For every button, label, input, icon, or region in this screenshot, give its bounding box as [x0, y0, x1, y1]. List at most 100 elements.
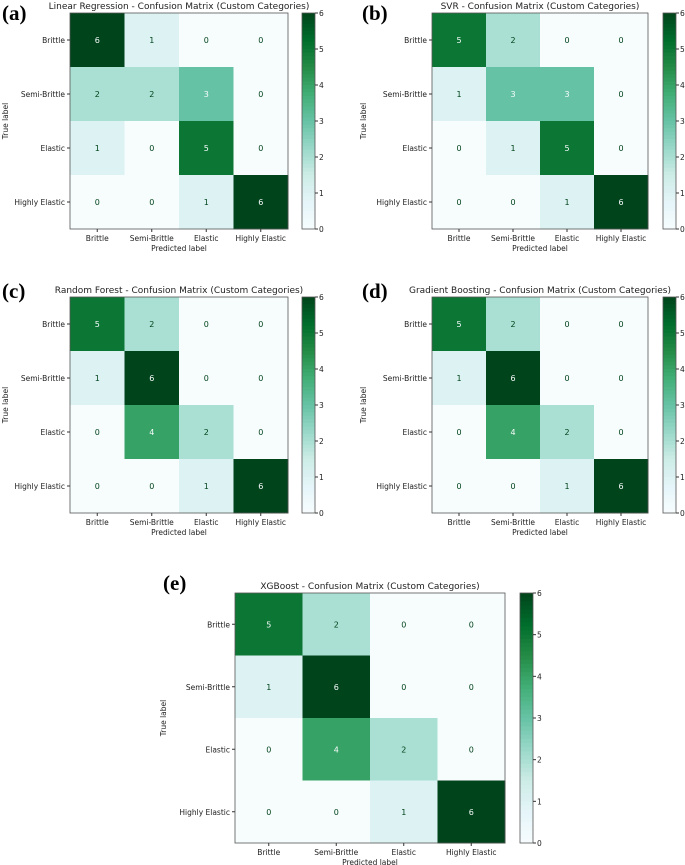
colorbar-segment [302, 167, 315, 172]
colorbar-segment [520, 668, 533, 673]
colorbar-tick-label: 1 [319, 189, 324, 198]
colorbar-segment [302, 444, 315, 449]
y-tick-label: Elastic [403, 144, 427, 153]
colorbar-segment [302, 491, 315, 496]
colorbar-segment [302, 297, 315, 302]
y-tick-label: Semi-Brittle [186, 683, 230, 692]
colorbar-tick-label: 6 [319, 9, 324, 18]
colorbar-tick-label: 4 [680, 365, 685, 374]
heatmap-cell [124, 405, 180, 460]
colorbar-segment [302, 408, 315, 413]
colorbar-segment [520, 705, 533, 711]
colorbar-tick-label: 3 [537, 714, 542, 723]
heatmap-cell [486, 297, 541, 352]
colorbar-segment [663, 59, 676, 64]
x-tick-label: Semi-Brittle [130, 518, 174, 527]
colorbar-segment [302, 135, 315, 140]
y-tick-label: Highly Elastic [14, 198, 65, 207]
colorbar-segment [520, 809, 533, 815]
y-tick-label: Elastic [403, 428, 427, 437]
colorbar-segment [302, 387, 315, 392]
heatmap-cell [432, 459, 487, 514]
colorbar-segment [520, 801, 533, 807]
colorbar-segment [663, 13, 676, 18]
cell-value: 0 [456, 198, 461, 207]
colorbar-segment [663, 354, 676, 359]
colorbar-segment [302, 189, 315, 194]
colorbar-segment [663, 441, 676, 446]
colorbar-tick-label: 4 [319, 365, 324, 374]
heatmap-cell [124, 67, 180, 122]
cell-value: 1 [510, 144, 515, 153]
cell-value: 0 [401, 683, 406, 692]
heatmap-cell [124, 459, 180, 514]
x-axis-label: Predicted label [151, 244, 207, 253]
colorbar-segment [663, 45, 676, 50]
colorbar-segment [302, 329, 315, 334]
colorbar-segment [520, 680, 533, 686]
chart-title: Gradient Boosting - Confusion Matrix (Cu… [409, 286, 671, 296]
colorbar-segment [520, 784, 533, 790]
colorbar-segment [302, 322, 315, 327]
colorbar-segment [302, 509, 315, 514]
colorbar-segment [302, 441, 315, 446]
colorbar-segment [302, 164, 315, 169]
confusion-matrix-panel: (d) Gradient Boosting - Confusion Matrix … [359, 279, 685, 537]
colorbar-segment [302, 157, 315, 162]
colorbar-segment [663, 121, 676, 126]
colorbar-segment [302, 430, 315, 435]
cell-value: 0 [258, 374, 263, 383]
colorbar-tick-label: 4 [537, 672, 542, 681]
cell-value: 0 [618, 320, 623, 329]
cell-value: 2 [401, 745, 406, 754]
heatmap-cell [486, 459, 541, 514]
colorbar-segment [663, 451, 676, 456]
cell-value: 4 [334, 745, 339, 754]
colorbar-segment [302, 394, 315, 399]
heatmap-cell [594, 459, 649, 514]
cell-value: 0 [258, 320, 263, 329]
colorbar-tick-label: 3 [680, 117, 685, 126]
colorbar-segment [663, 88, 676, 93]
cell-value: 0 [95, 198, 100, 207]
x-tick-label: Brittle [86, 518, 109, 527]
cell-value: 0 [258, 428, 263, 437]
colorbar-segment [663, 491, 676, 496]
colorbar-segment [520, 697, 533, 702]
colorbar-segment [663, 164, 676, 169]
x-tick-label: Highly Elastic [235, 234, 286, 243]
colorbar-segment [520, 684, 533, 690]
heatmap-cell [179, 67, 234, 122]
cell-value: 0 [510, 482, 515, 491]
colorbar-segment [520, 818, 533, 823]
colorbar-segment [520, 609, 533, 615]
cell-value: 2 [564, 428, 569, 437]
colorbar-segment [663, 473, 676, 478]
colorbar-segment [663, 16, 676, 21]
colorbar-segment [663, 387, 676, 392]
colorbar-segment [663, 124, 676, 129]
colorbar-tick-label: 6 [680, 293, 685, 302]
cell-value: 0 [618, 144, 623, 153]
colorbar-segment [663, 415, 676, 420]
colorbar-segment [302, 351, 315, 356]
heatmap-cell [540, 175, 595, 230]
heatmap-cell [594, 175, 649, 230]
colorbar-segment [302, 131, 315, 136]
cell-value: 0 [469, 620, 474, 629]
colorbar-segment [663, 131, 676, 136]
colorbar-segment [663, 178, 676, 183]
plot-frame [69, 12, 289, 230]
colorbar-segment [302, 31, 315, 36]
cell-value: 5 [266, 620, 271, 629]
cell-value: 3 [564, 90, 569, 99]
colorbar-segment [302, 365, 315, 370]
colorbar-segment [302, 20, 315, 25]
colorbar-segment [520, 622, 533, 627]
colorbar-tick-label: 3 [319, 117, 324, 126]
colorbar-segment [663, 182, 676, 187]
colorbar-segment [663, 95, 676, 100]
x-axis-label: Predicted label [342, 858, 398, 865]
x-tick-label: Elastic [555, 518, 579, 527]
cell-value: 0 [149, 198, 154, 207]
